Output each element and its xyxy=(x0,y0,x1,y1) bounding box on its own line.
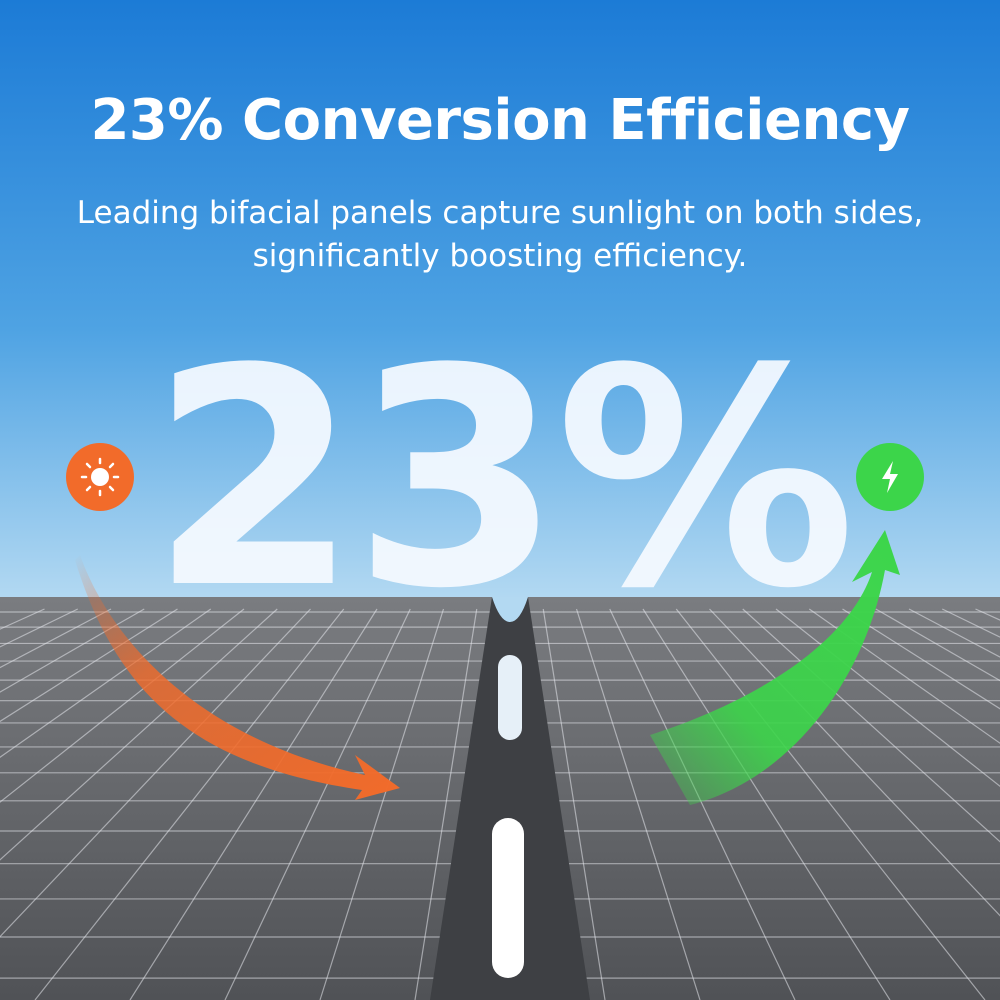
subtitle-line-1: Leading bifacial panels capture sunlight… xyxy=(76,195,924,231)
energy-badge xyxy=(856,443,924,511)
energy-output-arrow xyxy=(650,530,900,805)
road-dash-1 xyxy=(498,655,522,740)
lightning-bolt-icon xyxy=(882,461,898,493)
sun-icon xyxy=(80,457,120,497)
road-dash-2 xyxy=(492,818,524,978)
seam-notch xyxy=(492,597,528,622)
subtitle-line-2: significantly boosting efficiency. xyxy=(252,238,748,274)
sky-background xyxy=(0,0,1000,600)
page-title: 23% Conversion Efficiency xyxy=(90,88,910,153)
sun-badge xyxy=(66,443,134,511)
panel-seam-road xyxy=(430,597,590,1000)
sunlight-arrow xyxy=(75,555,400,800)
efficiency-value: 23% xyxy=(149,305,856,654)
page-subtitle: Leading bifacial panels capture sunlight… xyxy=(0,192,1000,278)
